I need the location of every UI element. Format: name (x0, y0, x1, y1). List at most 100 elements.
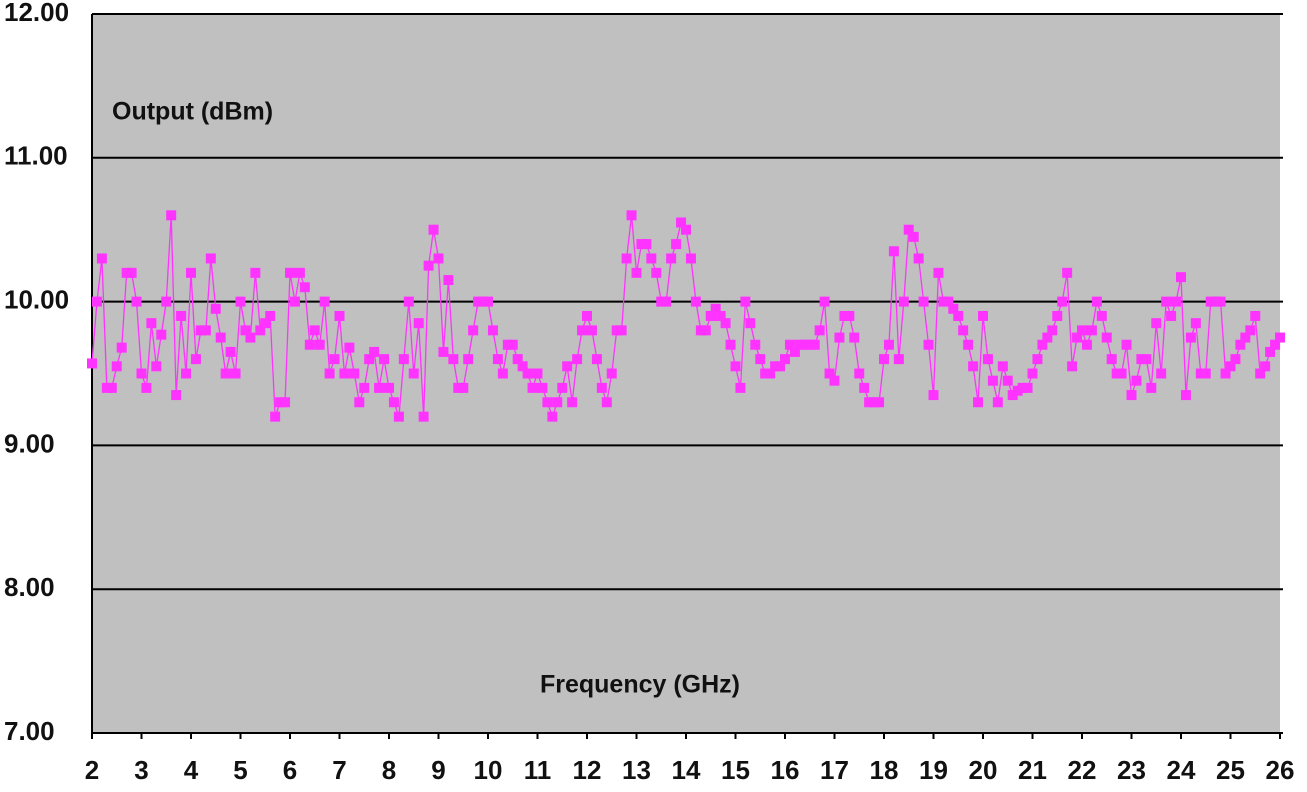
data-point (146, 318, 157, 329)
data-point (1116, 368, 1127, 379)
data-point (789, 346, 800, 357)
data-point (923, 339, 934, 350)
data-point (403, 296, 414, 307)
data-point (126, 267, 137, 278)
data-point (91, 296, 102, 307)
data-point (705, 310, 716, 321)
data-point (527, 382, 538, 393)
x-tick-label: 26 (1266, 755, 1295, 785)
data-point (1225, 361, 1236, 372)
data-point (997, 361, 1008, 372)
data-point (463, 354, 474, 365)
data-point (854, 368, 865, 379)
x-tick-label: 10 (474, 755, 503, 785)
data-point (1180, 390, 1191, 401)
x-tick-label: 21 (1018, 755, 1047, 785)
x-tick-label: 25 (1216, 755, 1245, 785)
data-point (1002, 375, 1013, 386)
data-point (369, 346, 380, 357)
data-point (181, 368, 192, 379)
data-point (354, 397, 365, 408)
data-point (888, 246, 899, 257)
y-annotation: Output (dBm) (112, 98, 273, 126)
data-point (250, 267, 261, 278)
data-point (1190, 318, 1201, 329)
data-point (205, 253, 216, 264)
data-point (1077, 325, 1087, 336)
data-point (982, 354, 993, 365)
data-point (725, 339, 736, 350)
x-tick-label: 22 (1068, 755, 1097, 785)
data-point (621, 253, 632, 264)
data-point (413, 318, 424, 329)
data-point (304, 339, 315, 350)
data-point (666, 253, 677, 264)
data-point (601, 397, 612, 408)
data-point (814, 325, 825, 336)
data-point (329, 354, 340, 365)
x-tick-label: 17 (820, 755, 849, 785)
data-point (992, 397, 1003, 408)
data-point (166, 210, 177, 221)
data-point (260, 318, 271, 329)
data-point (879, 354, 889, 365)
data-point (765, 368, 776, 379)
data-point (1161, 296, 1172, 307)
data-point (1131, 375, 1142, 386)
data-point (334, 310, 345, 321)
x-tick-label: 18 (870, 755, 899, 785)
data-point (131, 296, 142, 307)
x-tick-label: 15 (721, 755, 750, 785)
x-annotation: Frequency (GHz) (540, 671, 740, 699)
x-tick-label: 14 (672, 755, 701, 785)
data-point (849, 332, 860, 343)
data-point (577, 325, 588, 336)
data-point (299, 282, 310, 293)
data-point (641, 239, 652, 250)
x-tick-label: 8 (382, 755, 396, 785)
data-point (374, 382, 385, 393)
data-point (819, 296, 830, 307)
data-point (784, 339, 795, 350)
data-point (898, 296, 909, 307)
data-point (106, 382, 117, 393)
data-point (809, 339, 820, 350)
data-point (438, 346, 449, 357)
data-point (507, 339, 518, 350)
data-point (492, 354, 503, 365)
data-point (844, 310, 855, 321)
data-point (497, 368, 508, 379)
data-point (225, 346, 236, 357)
data-point (1047, 325, 1058, 336)
data-point (215, 332, 226, 343)
data-point (537, 382, 548, 393)
data-point (235, 296, 246, 307)
data-point (1235, 339, 1246, 350)
data-point (1146, 382, 1157, 393)
data-point (676, 217, 687, 228)
data-point (319, 296, 330, 307)
data-point (324, 368, 335, 379)
data-point (359, 382, 370, 393)
y-tick-label: 9.00 (4, 428, 55, 458)
data-point (87, 358, 97, 369)
data-point (626, 210, 637, 221)
data-point (1230, 354, 1241, 365)
data-point (1072, 332, 1083, 343)
data-point (973, 397, 984, 408)
data-point (210, 303, 221, 314)
plot-area (92, 14, 1280, 733)
data-point (1121, 339, 1132, 350)
data-point (240, 325, 251, 336)
data-point (1255, 368, 1266, 379)
x-tick-label: 4 (184, 755, 199, 785)
data-point (408, 368, 419, 379)
data-point (1171, 296, 1182, 307)
data-point (740, 296, 751, 307)
data-point (161, 296, 172, 307)
data-point (483, 296, 493, 307)
data-point (443, 275, 454, 286)
data-point (552, 397, 563, 408)
data-point (953, 310, 964, 321)
